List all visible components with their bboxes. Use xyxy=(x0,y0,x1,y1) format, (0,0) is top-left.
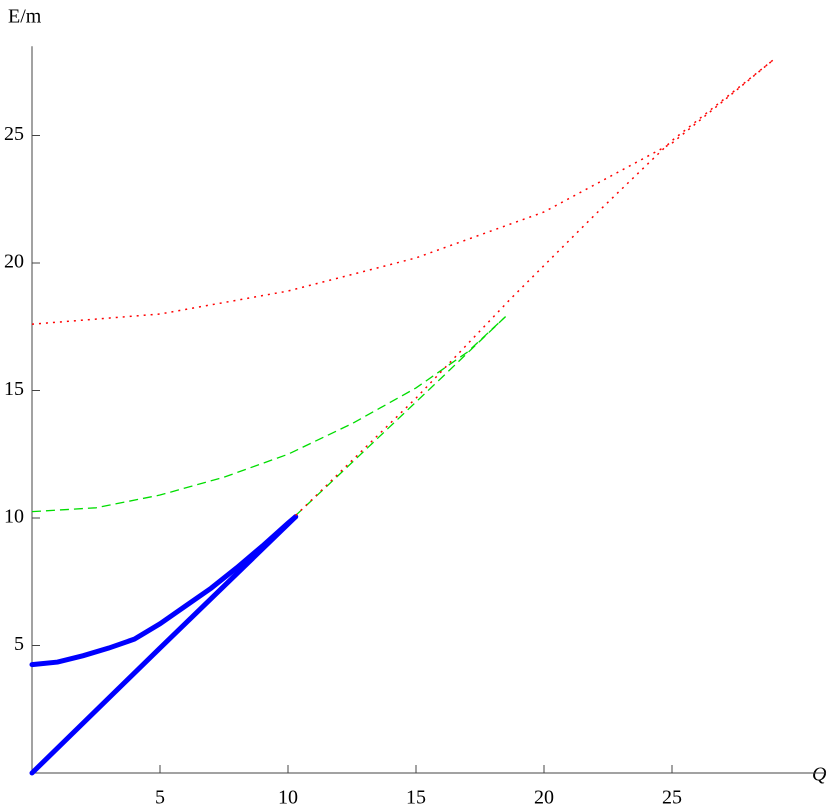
x-tick-label: 5 xyxy=(155,787,165,809)
x-tick-label: 25 xyxy=(662,787,682,809)
data-line xyxy=(295,58,775,516)
data-line xyxy=(31,316,507,513)
y-tick-label: 10 xyxy=(4,506,24,528)
x-tick-label: 20 xyxy=(534,787,554,809)
data-line xyxy=(295,316,507,516)
x-tick-label: 15 xyxy=(406,787,426,809)
y-tick-label: 20 xyxy=(4,251,24,273)
y-tick-label: 5 xyxy=(14,633,24,655)
x-tick-label: 10 xyxy=(278,787,298,809)
x-axis-label: Q xyxy=(812,764,827,786)
y-tick-label: 25 xyxy=(4,123,24,145)
y-tick-label: 15 xyxy=(4,378,24,400)
y-axis-label: E/m xyxy=(8,6,42,28)
data-line xyxy=(29,514,299,776)
data-line xyxy=(31,58,775,325)
